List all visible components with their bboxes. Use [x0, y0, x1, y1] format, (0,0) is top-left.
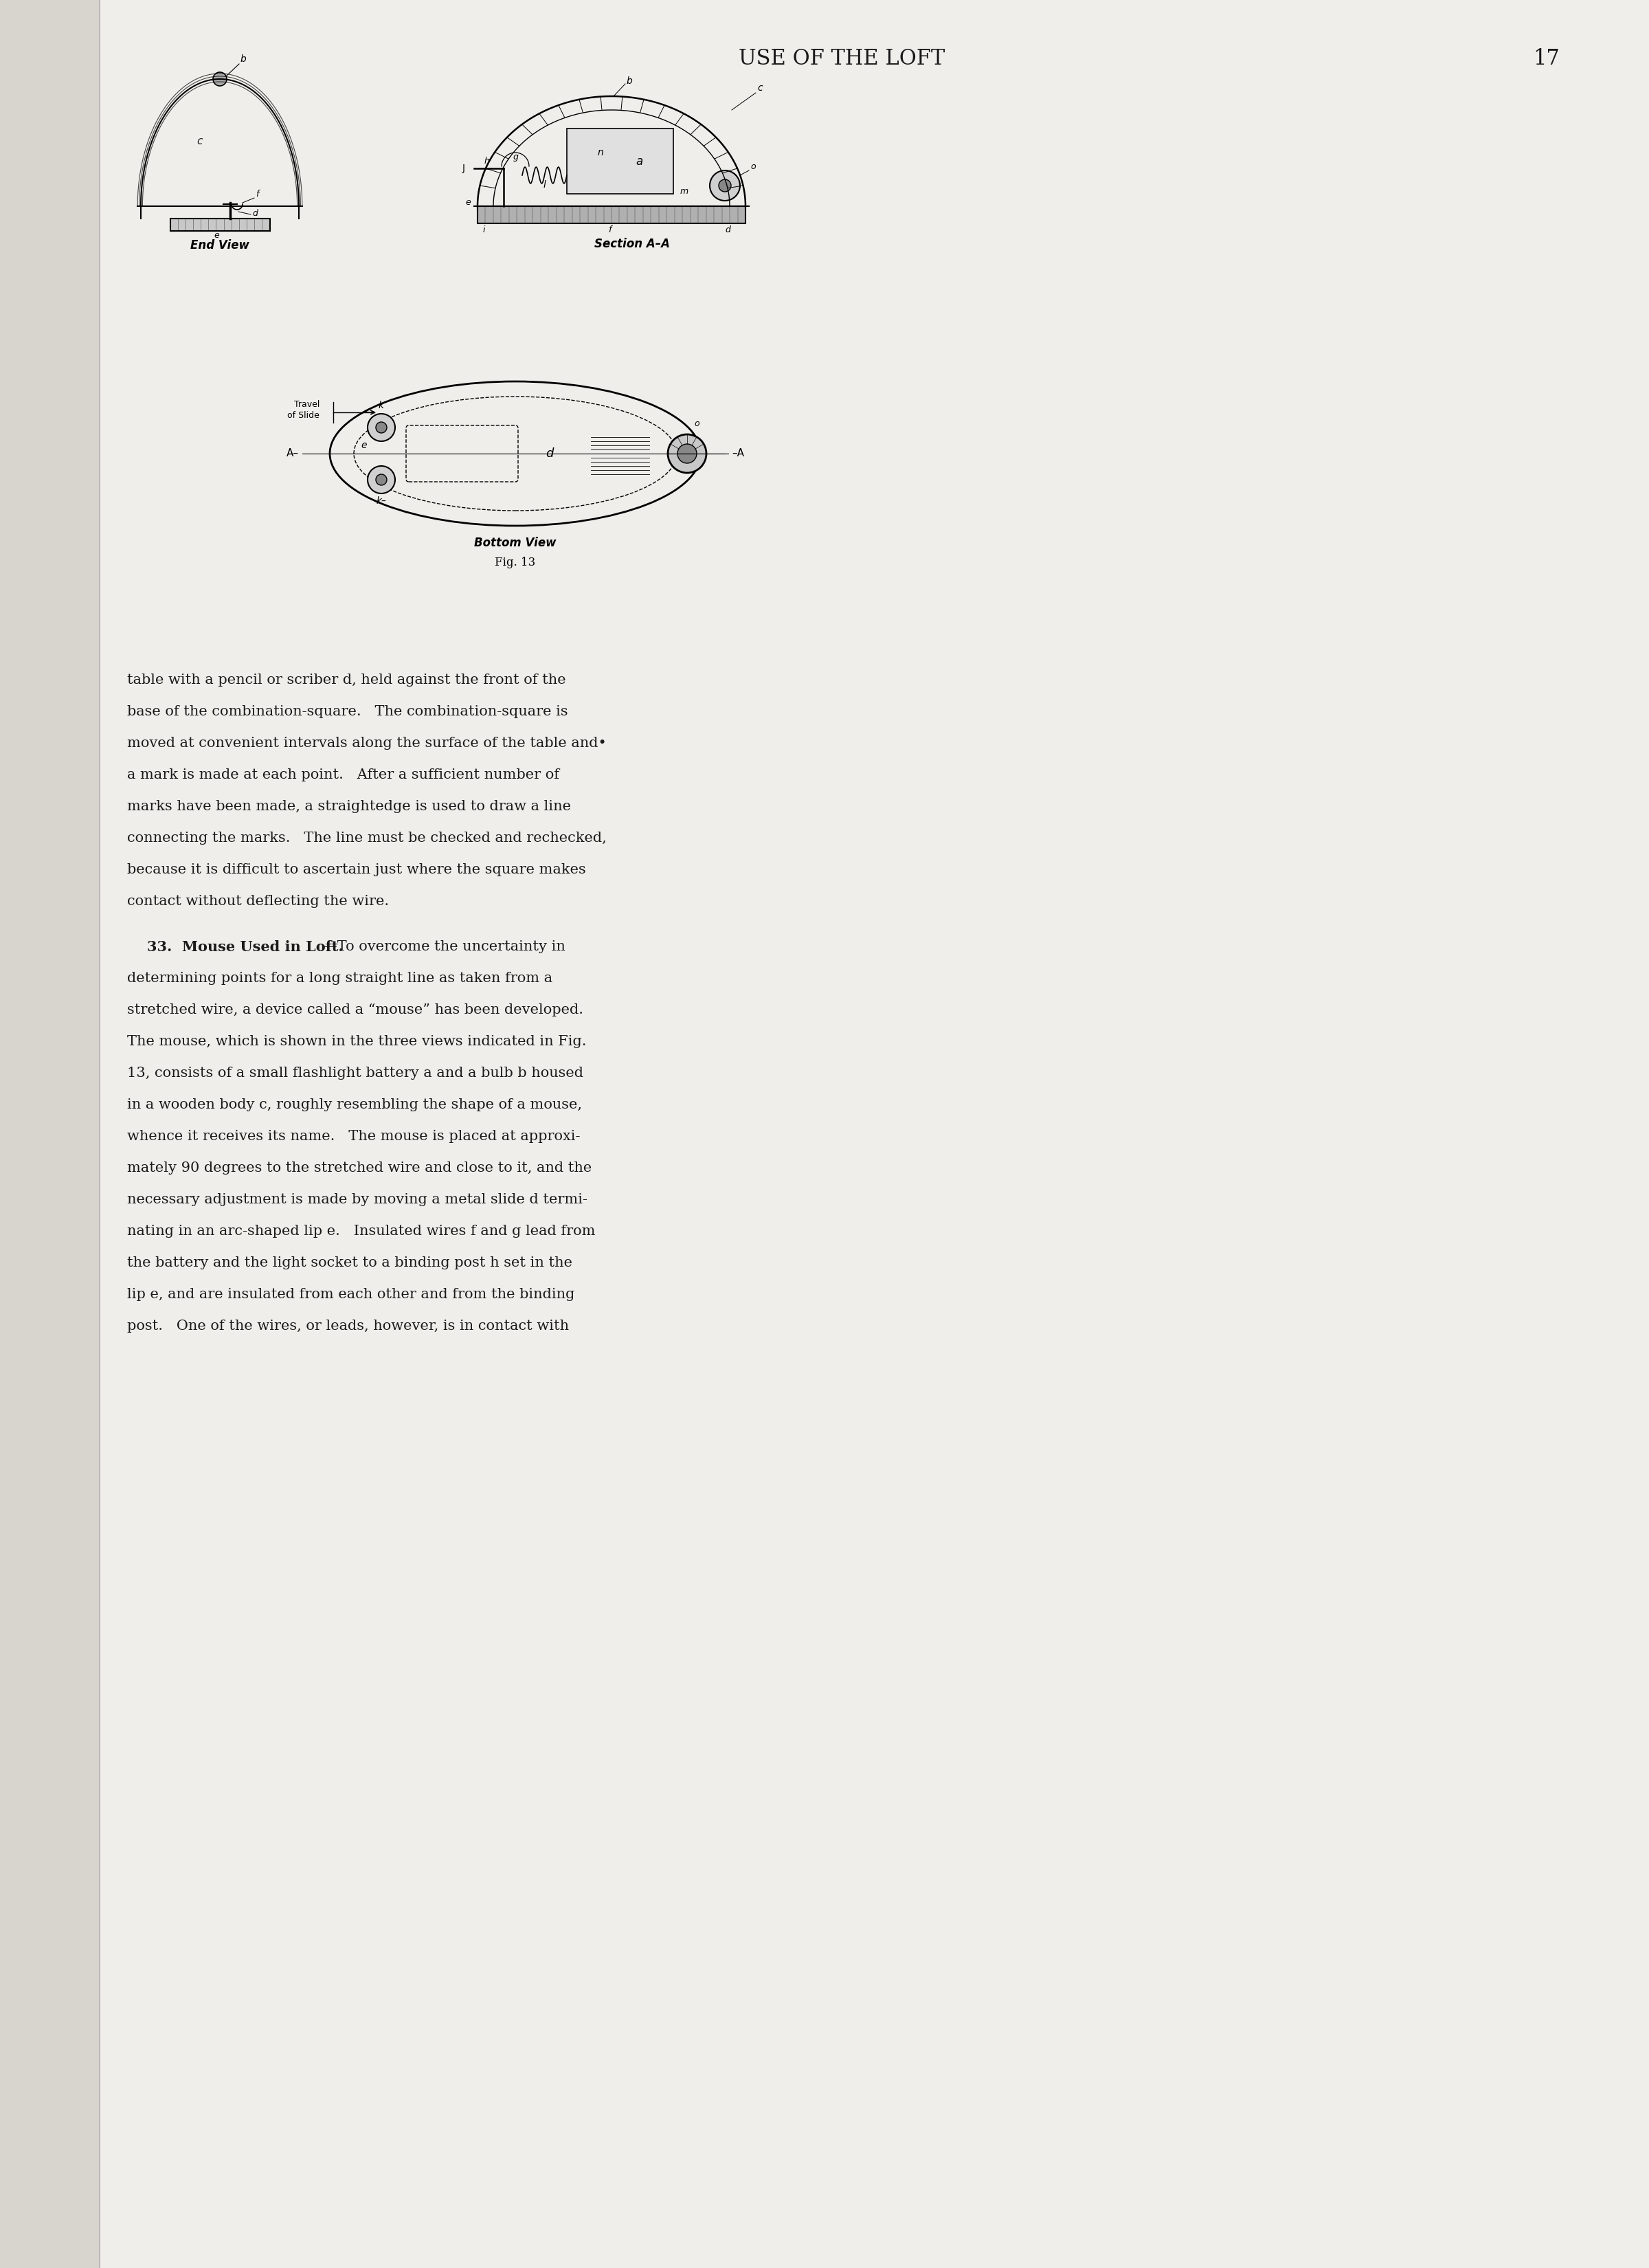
Text: l: l — [543, 179, 546, 191]
Text: n: n — [599, 147, 604, 159]
Circle shape — [376, 474, 388, 485]
Text: b: b — [241, 54, 246, 64]
Circle shape — [709, 170, 740, 200]
Text: the battery and the light socket to a binding post h set in the: the battery and the light socket to a bi… — [127, 1256, 572, 1270]
Circle shape — [376, 422, 388, 433]
Bar — [170, 218, 270, 231]
Text: J: J — [462, 163, 465, 172]
Text: h: h — [485, 156, 490, 166]
Text: k: k — [379, 401, 384, 411]
Circle shape — [668, 435, 706, 472]
Text: e: e — [465, 197, 470, 206]
Text: necessary adjustment is made by moving a metal slide d termi-: necessary adjustment is made by moving a… — [127, 1193, 587, 1207]
Text: o: o — [750, 163, 755, 170]
Text: b: b — [627, 77, 633, 86]
Text: base of the combination-square.   The combination-square is: base of the combination-square. The comb… — [127, 705, 567, 719]
Text: of Slide: of Slide — [287, 411, 320, 420]
Text: nating in an arc-shaped lip e.   Insulated wires f and g lead from: nating in an arc-shaped lip e. Insulated… — [127, 1225, 595, 1238]
Circle shape — [719, 179, 731, 193]
Text: moved at convenient intervals along the surface of the table and•: moved at convenient intervals along the … — [127, 737, 607, 751]
Text: f: f — [256, 191, 259, 200]
Text: 17: 17 — [1534, 48, 1560, 70]
Text: stretched wire, a device called a “mouse” has been developed.: stretched wire, a device called a “mouse… — [127, 1002, 584, 1016]
Text: determining points for a long straight line as taken from a: determining points for a long straight l… — [127, 971, 552, 984]
Text: f: f — [608, 225, 612, 234]
Text: because it is difficult to ascertain just where the square makes: because it is difficult to ascertain jus… — [127, 864, 585, 875]
Text: i: i — [483, 225, 485, 234]
Text: d: d — [546, 447, 554, 460]
Text: USE OF THE LOFT: USE OF THE LOFT — [739, 48, 945, 70]
Text: table with a pencil or scriber d, held against the front of the: table with a pencil or scriber d, held a… — [127, 674, 566, 687]
Text: Travel: Travel — [294, 399, 320, 408]
Text: connecting the marks.   The line must be checked and rechecked,: connecting the marks. The line must be c… — [127, 832, 607, 844]
Text: a: a — [635, 154, 643, 168]
Text: k–: k– — [376, 497, 386, 506]
Bar — [478, 206, 745, 222]
Text: a mark is made at each point.   After a sufficient number of: a mark is made at each point. After a su… — [127, 769, 559, 782]
Text: c: c — [196, 136, 203, 147]
Text: Fig. 13: Fig. 13 — [495, 556, 536, 569]
Text: in a wooden body c, roughly resembling the shape of a mouse,: in a wooden body c, roughly resembling t… — [127, 1098, 582, 1111]
Text: c: c — [757, 84, 762, 93]
Text: End View: End View — [190, 238, 249, 252]
Text: o: o — [694, 420, 699, 429]
Bar — [567, 129, 673, 193]
Text: contact without deflecting the wire.: contact without deflecting the wire. — [127, 896, 389, 907]
Text: 33.  Mouse Used in Loft.: 33. Mouse Used in Loft. — [127, 941, 343, 955]
Circle shape — [678, 445, 698, 463]
Text: post.   One of the wires, or leads, however, is in contact with: post. One of the wires, or leads, howeve… — [127, 1320, 569, 1334]
Text: d: d — [726, 225, 731, 234]
Bar — [0, 0, 99, 2268]
Ellipse shape — [330, 381, 701, 526]
Text: d: d — [252, 209, 257, 218]
Text: Bottom View: Bottom View — [475, 538, 556, 549]
Circle shape — [368, 413, 396, 442]
Text: The mouse, which is shown in the three views indicated in Fig.: The mouse, which is shown in the three v… — [127, 1034, 587, 1048]
Text: –A: –A — [732, 449, 744, 458]
Text: mately 90 degrees to the stretched wire and close to it, and the: mately 90 degrees to the stretched wire … — [127, 1161, 592, 1175]
Text: lip e, and are insulated from each other and from the binding: lip e, and are insulated from each other… — [127, 1288, 574, 1302]
Text: marks have been made, a straightedge is used to draw a line: marks have been made, a straightedge is … — [127, 801, 571, 812]
Text: m: m — [681, 186, 689, 195]
Text: g: g — [513, 152, 519, 161]
Text: e: e — [214, 231, 219, 240]
Text: whence it receives its name.   The mouse is placed at approxi-: whence it receives its name. The mouse i… — [127, 1129, 580, 1143]
Text: e: e — [361, 440, 366, 449]
Circle shape — [213, 73, 228, 86]
Circle shape — [368, 465, 396, 494]
Text: —To overcome the uncertainty in: —To overcome the uncertainty in — [323, 941, 566, 953]
Text: Section A–A: Section A–A — [594, 238, 669, 249]
Text: A–: A– — [287, 449, 298, 458]
Text: 13, consists of a small flashlight battery a and a bulb b housed: 13, consists of a small flashlight batte… — [127, 1066, 584, 1080]
